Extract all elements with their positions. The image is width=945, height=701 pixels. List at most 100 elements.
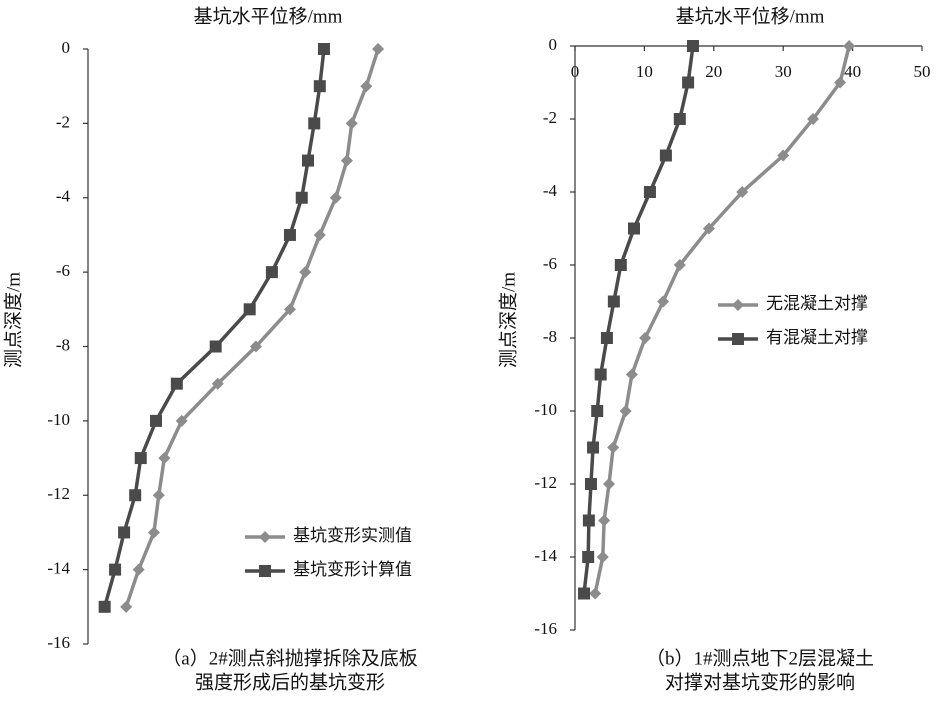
marker bbox=[120, 600, 133, 613]
marker bbox=[589, 587, 602, 600]
legend-label: 基坑变形计算值 bbox=[293, 560, 412, 579]
marker bbox=[147, 526, 160, 539]
marker bbox=[134, 452, 147, 465]
x-tick-label: 10 bbox=[636, 62, 653, 81]
marker bbox=[607, 441, 620, 454]
y-tick-label: -10 bbox=[534, 400, 557, 419]
caption: （a）2#测点斜抛撑拆除及底板 bbox=[162, 647, 417, 669]
marker bbox=[118, 526, 131, 539]
marker bbox=[211, 377, 224, 390]
y-axis-label: 测点深度/m bbox=[497, 272, 519, 368]
marker bbox=[659, 149, 672, 162]
marker bbox=[682, 76, 695, 89]
y-tick-label: -2 bbox=[56, 112, 70, 131]
marker bbox=[578, 587, 591, 600]
marker bbox=[283, 303, 296, 316]
y-tick-label: 0 bbox=[62, 38, 71, 57]
marker bbox=[152, 489, 165, 502]
y-tick-label: -12 bbox=[534, 473, 557, 492]
marker bbox=[308, 117, 321, 130]
x-tick-label: 50 bbox=[914, 62, 931, 81]
marker bbox=[209, 340, 222, 353]
marker bbox=[657, 295, 670, 308]
marker bbox=[777, 149, 790, 162]
marker bbox=[582, 551, 595, 563]
marker bbox=[702, 222, 715, 235]
marker bbox=[587, 441, 600, 454]
marker bbox=[673, 113, 686, 125]
marker bbox=[594, 368, 607, 381]
marker bbox=[686, 40, 699, 52]
marker bbox=[596, 551, 609, 563]
x-tick-label: 20 bbox=[705, 62, 722, 81]
marker bbox=[340, 154, 353, 167]
marker bbox=[843, 40, 856, 52]
y-tick-label: -8 bbox=[543, 327, 557, 346]
marker bbox=[249, 340, 262, 353]
marker bbox=[283, 228, 296, 241]
y-tick-label: -2 bbox=[543, 108, 557, 127]
marker bbox=[175, 414, 188, 427]
marker bbox=[627, 222, 640, 235]
y-tick-label: -6 bbox=[56, 261, 70, 280]
marker bbox=[807, 113, 820, 125]
caption: 强度形成后的基坑变形 bbox=[195, 671, 385, 693]
y-tick-label: -4 bbox=[56, 187, 71, 206]
y-tick-label: 0 bbox=[549, 35, 558, 54]
y-axis-label: 测点深度/m bbox=[2, 272, 24, 368]
marker bbox=[834, 76, 847, 89]
marker bbox=[345, 117, 358, 130]
marker bbox=[313, 80, 326, 93]
legend-label: 基坑变形实测值 bbox=[293, 526, 412, 545]
marker bbox=[372, 43, 385, 55]
y-tick-label: -8 bbox=[56, 335, 70, 354]
series-line bbox=[102, 48, 326, 608]
marker bbox=[614, 259, 627, 271]
y-tick-label: -14 bbox=[534, 546, 557, 565]
marker bbox=[582, 514, 595, 527]
marker bbox=[98, 600, 111, 613]
marker bbox=[584, 478, 597, 490]
marker bbox=[243, 303, 256, 316]
marker bbox=[600, 332, 613, 344]
caption: （b）1#测点地下2层混凝土 bbox=[646, 647, 874, 669]
marker bbox=[732, 333, 744, 345]
y-tick-label: -14 bbox=[47, 559, 70, 578]
marker bbox=[150, 414, 163, 427]
x-tick-label: 0 bbox=[571, 62, 580, 81]
marker bbox=[619, 405, 632, 417]
marker bbox=[265, 266, 278, 279]
marker bbox=[732, 299, 744, 311]
marker bbox=[170, 377, 183, 390]
x-tick-label: 30 bbox=[775, 62, 792, 81]
marker bbox=[673, 259, 686, 271]
legend-label: 无混凝土对撑 bbox=[766, 294, 868, 313]
marker bbox=[591, 405, 604, 417]
marker bbox=[109, 563, 122, 576]
caption: 对撑对基坑变形的影响 bbox=[665, 671, 855, 693]
y-tick-label: -6 bbox=[543, 254, 557, 273]
marker bbox=[158, 452, 171, 465]
marker bbox=[625, 368, 638, 381]
marker bbox=[360, 80, 373, 93]
marker bbox=[129, 489, 142, 502]
marker bbox=[301, 154, 314, 167]
y-tick-label: -10 bbox=[47, 410, 70, 429]
marker bbox=[299, 266, 312, 279]
y-tick-label: -12 bbox=[47, 484, 70, 503]
marker bbox=[603, 478, 616, 490]
marker bbox=[132, 563, 145, 576]
marker bbox=[736, 186, 749, 198]
legend-label: 有混凝土对撑 bbox=[766, 328, 868, 347]
y-tick-label: -16 bbox=[534, 619, 557, 638]
x-tick-label: 40 bbox=[844, 62, 861, 81]
marker bbox=[259, 531, 271, 543]
y-tick-label: -16 bbox=[47, 633, 70, 652]
chart-title: 基坑水平位移/mm bbox=[676, 5, 825, 27]
series-line bbox=[124, 48, 380, 608]
marker bbox=[317, 43, 330, 55]
chart-title: 基坑水平位移/mm bbox=[194, 5, 343, 27]
marker bbox=[643, 186, 656, 198]
series-line bbox=[593, 45, 851, 594]
